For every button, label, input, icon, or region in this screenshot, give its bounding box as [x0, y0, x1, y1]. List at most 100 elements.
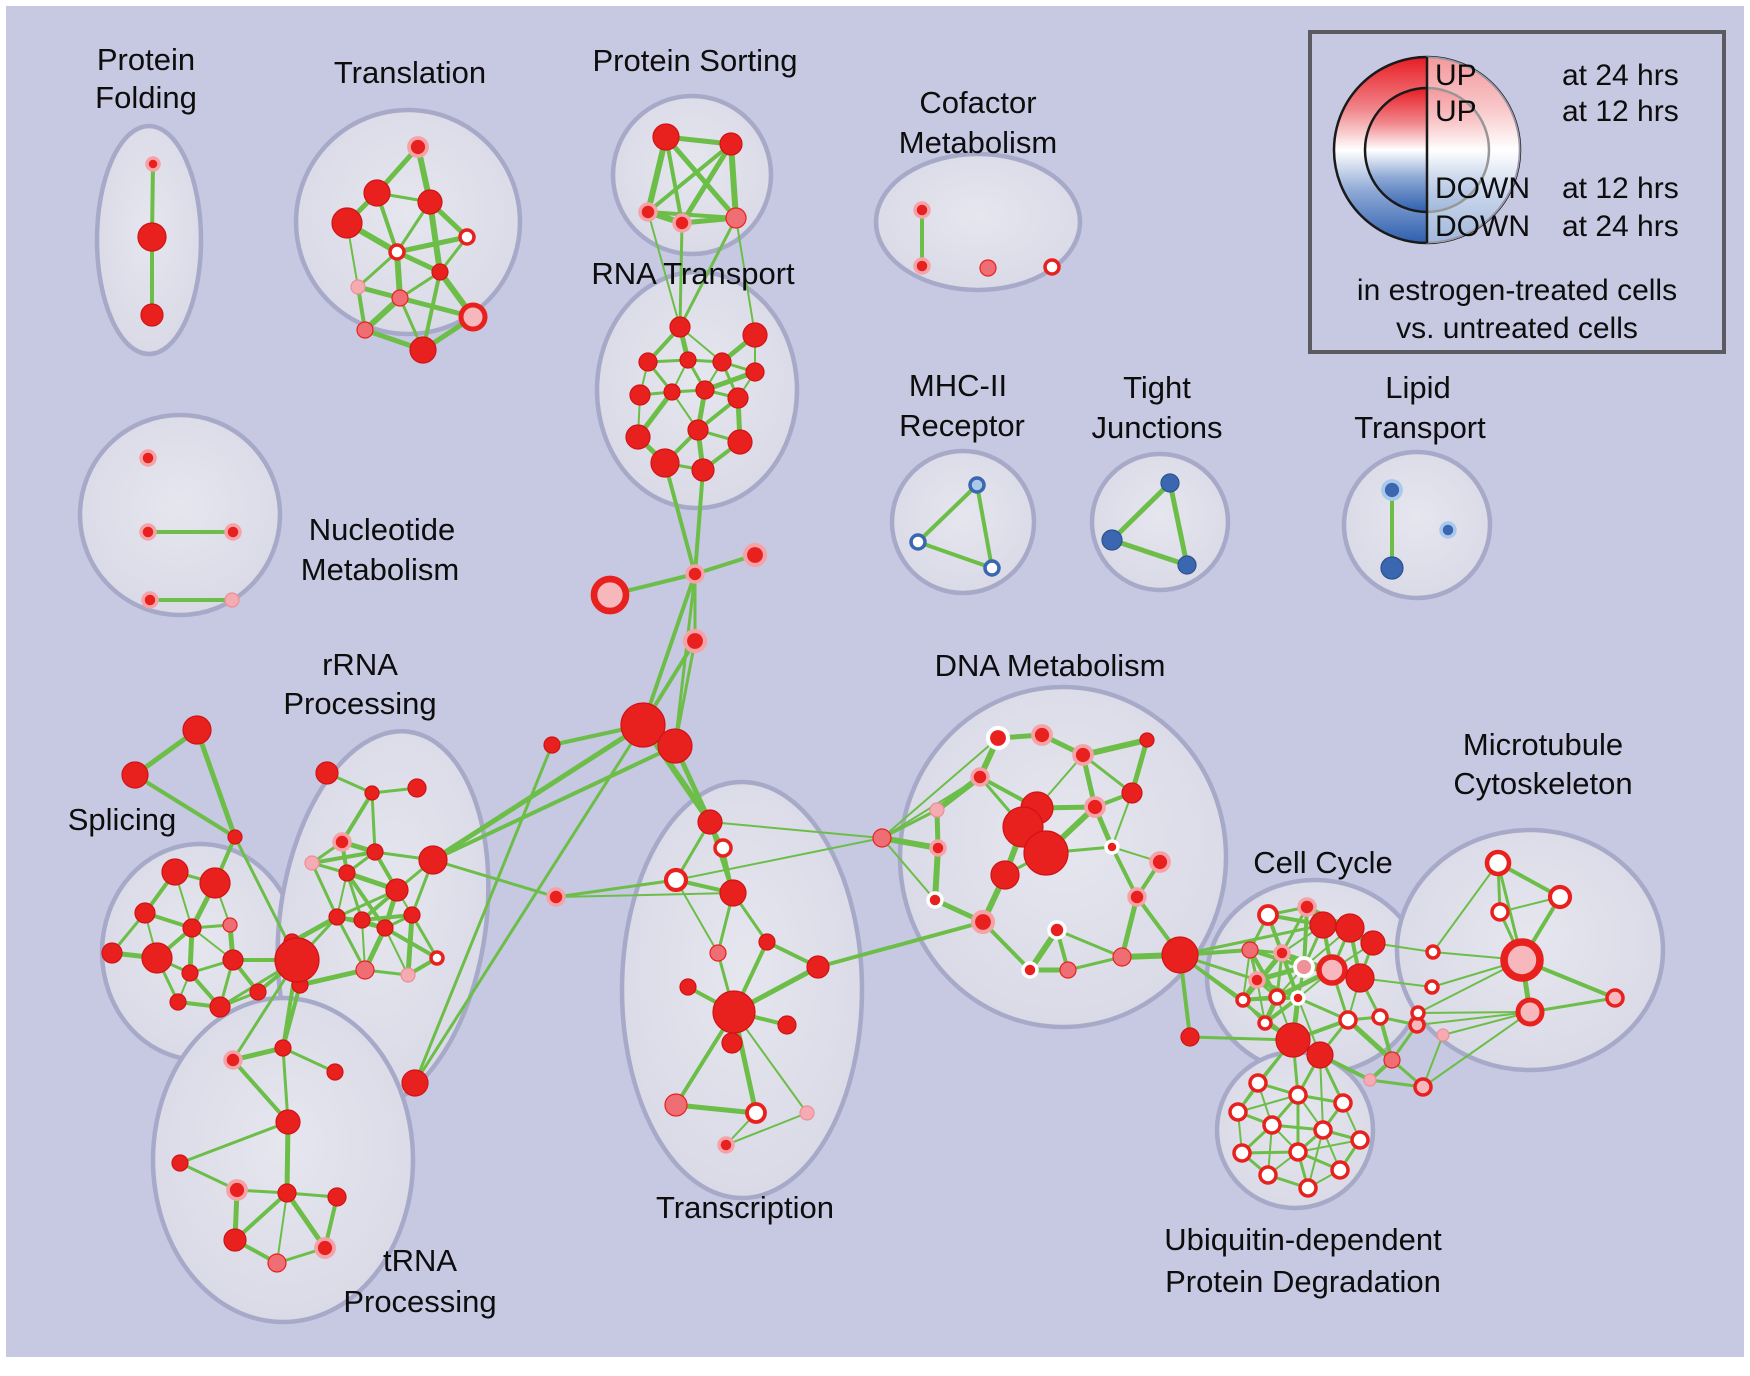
gene-node-translation: [388, 243, 406, 261]
cluster-label-tight-junctions: Tight: [1123, 370, 1191, 405]
gene-node-transcription: [697, 809, 723, 835]
gene-node-translation: [409, 336, 437, 364]
cluster-label-splicing: Splicing: [68, 802, 177, 837]
gene-node-cell-cycle: [1363, 1073, 1377, 1087]
cluster-bubble-cofactor-metabolism: [873, 151, 1083, 293]
cluster-bubble-tight-junctions: [1089, 451, 1231, 593]
gene-node-trna-processing: [223, 1228, 247, 1252]
gene-node-microtubule-cytoskeleton: [1515, 997, 1545, 1027]
gene-node-rna-transport: [742, 322, 768, 348]
gene-node-rrna-processing: [223, 1050, 243, 1070]
gene-node-splicing: [134, 902, 156, 924]
gene-node-cell-cycle: [1316, 954, 1348, 986]
gene-node-dna-metabolism: [970, 909, 996, 935]
gene-node-trna-processing: [327, 1187, 347, 1207]
edge-link-dBr-d1: [881, 737, 999, 839]
gene-node-dna-metabolism: [1021, 961, 1039, 979]
gene-node-protein-folding: [137, 222, 167, 252]
gene-node-microtubule-cytoskeleton: [1490, 902, 1510, 922]
gene-node-cell-cycle: [1297, 897, 1317, 917]
edge-link-trB-trC: [133, 773, 237, 839]
gene-node-cell-cycle: [1371, 1008, 1389, 1026]
edge-link-tH-trBr: [231, 1058, 290, 1124]
gene-node-ubiquitin-dependent-protein-degradation: [1313, 1120, 1333, 1140]
legend-time-3: at 24 hrs: [1562, 210, 1679, 243]
gene-node-rrna-processing: [355, 960, 375, 980]
edge-link-ps5-rt1: [678, 216, 738, 329]
edge-link-tx15-tx16: [673, 1102, 759, 1116]
gene-node-dna-metabolism: [1031, 724, 1053, 746]
edge-link-ps4-rt1: [678, 221, 684, 329]
cluster-label-protein-folding: Folding: [95, 80, 197, 115]
edge-rrna-processing: [310, 850, 377, 865]
edge-rrna-processing: [335, 915, 367, 972]
gene-node-rna-transport: [650, 448, 680, 478]
gene-node-protein-sorting: [652, 123, 680, 151]
gene-node-dna-metabolism: [1139, 732, 1155, 748]
legend-time-1: at 12 hrs: [1562, 95, 1679, 128]
cluster-label-translation: Translation: [334, 55, 486, 90]
gene-node-ubiquitin-dependent-protein-degradation: [1350, 1130, 1370, 1150]
cluster-label-ubiquitin-dependent-protein-degradation: Ubiquitin-dependent: [1164, 1222, 1442, 1257]
gene-node-nucleotide-metabolism: [224, 592, 240, 608]
gene-node-cell-cycle: [1235, 992, 1251, 1008]
gene-node-cofactor-metabolism: [979, 259, 997, 277]
gene-node-dna-metabolism: [1149, 851, 1171, 873]
gene-node-rrna-processing: [403, 906, 421, 924]
edge-link-txTop-dBr: [709, 821, 883, 839]
gene-node-ubiquitin-dependent-protein-degradation: [1258, 1165, 1278, 1185]
edge-protein-sorting: [679, 141, 734, 226]
edge-protein-sorting: [646, 142, 733, 214]
cluster-label-trna-processing: Processing: [343, 1284, 496, 1319]
gene-node-rrna-processing: [385, 878, 409, 902]
gene-node-rna-transport: [638, 352, 658, 372]
gene-node-dna-metabolism: [985, 725, 1011, 751]
gene-node-dna-metabolism: [1084, 796, 1106, 818]
gene-node-rrna-processing: [366, 843, 384, 861]
gene-node-lipid-transport: [1439, 521, 1457, 539]
edge-trna-processing: [276, 1192, 288, 1264]
cluster-label-trna-processing: tRNA: [383, 1243, 457, 1278]
edge-rrna-processing: [281, 1046, 337, 1074]
gene-node-microtubule-cytoskeleton: [1500, 938, 1544, 982]
gene-node-protein-folding: [145, 156, 161, 172]
edge-rrna-processing: [405, 912, 415, 978]
gene-node-rna-transport: [695, 380, 715, 400]
gene-node-cell-cycle: [1275, 1022, 1311, 1058]
gene-node-splicing: [101, 942, 123, 964]
edge-dna-metabolism: [1055, 928, 1124, 959]
legend-box: UP at 24 hrs UP at 12 hrs DOWN at 12 hrs DOWN a…: [1308, 30, 1726, 354]
edge-link-mh1-mh3: [975, 483, 994, 570]
gene-node-splicing: [222, 949, 244, 971]
gene-node-trna-processing: [275, 1109, 301, 1135]
edge-link-ps5-rt2: [735, 217, 756, 336]
gene-node-rrna-processing: [338, 864, 356, 882]
gene-node-rna-transport: [679, 351, 697, 369]
edge-link-rrHub-lBr: [431, 858, 558, 899]
gene-node-transcription: [663, 867, 689, 893]
gene-node-dna-metabolism: [1047, 920, 1067, 940]
edge-rrna-processing: [310, 861, 339, 919]
edge-link-rt4-ringA: [693, 468, 705, 576]
legend-direction-3: DOWN: [1435, 210, 1530, 243]
legend-time-2: at 12 hrs: [1562, 172, 1679, 205]
gene-node-transcription: [546, 887, 566, 907]
gene-node-microtubule-cytoskeleton: [1425, 944, 1441, 960]
edge-link-mL1-mt1: [1432, 862, 1499, 953]
gene-node-dna-metabolism: [1127, 887, 1147, 907]
gene-node-splicing: [141, 942, 173, 974]
gene-node-dna-metabolism: [926, 891, 944, 909]
gene-node-tight-junctions: [1177, 555, 1197, 575]
edge-link-rt3-ringA: [663, 461, 697, 576]
edge-link-midP-hubB: [673, 639, 697, 748]
gene-node-translation: [417, 189, 443, 215]
cluster-label-microtubule-cytoskeleton: Microtubule: [1463, 727, 1623, 762]
gene-node-cell-cycle: [1290, 990, 1306, 1006]
gene-node-cell-cycle: [1360, 930, 1386, 956]
gene-node-transcription: [709, 944, 727, 962]
gene-node-trna-processing: [171, 1154, 189, 1172]
edge-link-ccHub-cc3: [1178, 923, 1325, 957]
gene-node-translation: [431, 263, 449, 281]
gene-node-transcription: [719, 879, 747, 907]
